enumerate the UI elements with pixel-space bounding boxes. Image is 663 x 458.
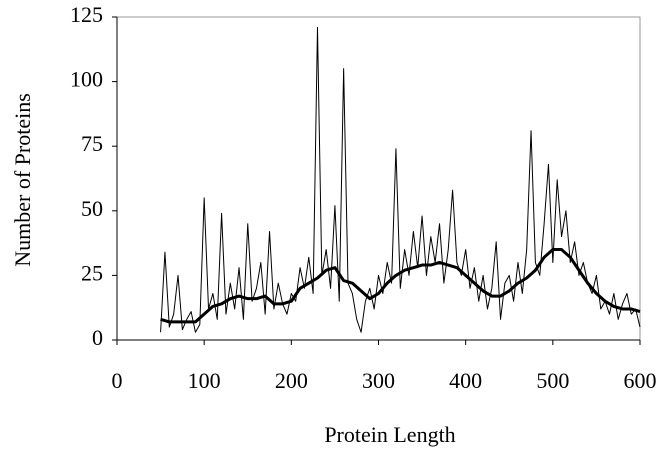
x-tick-label: 300 [362, 368, 395, 393]
x-tick-label: 200 [275, 368, 308, 393]
x-tick-label: 600 [624, 368, 657, 393]
y-tick-label: 0 [92, 325, 103, 350]
data-line [160, 248, 641, 324]
y-tick-label: 125 [70, 2, 103, 27]
x-tick-label: 100 [188, 368, 221, 393]
data-line [160, 26, 641, 333]
x-axis-label: Protein Length [324, 422, 455, 447]
y-tick-label: 50 [81, 196, 103, 221]
y-tick-label: 25 [81, 260, 103, 285]
x-tick-label: 500 [536, 368, 569, 393]
y-tick-label: 75 [81, 131, 103, 156]
y-tick-label: 100 [70, 67, 103, 92]
x-tick-label: 400 [449, 368, 482, 393]
y-axis-label: Number of Proteins [10, 93, 35, 267]
x-tick-label: 0 [112, 368, 123, 393]
